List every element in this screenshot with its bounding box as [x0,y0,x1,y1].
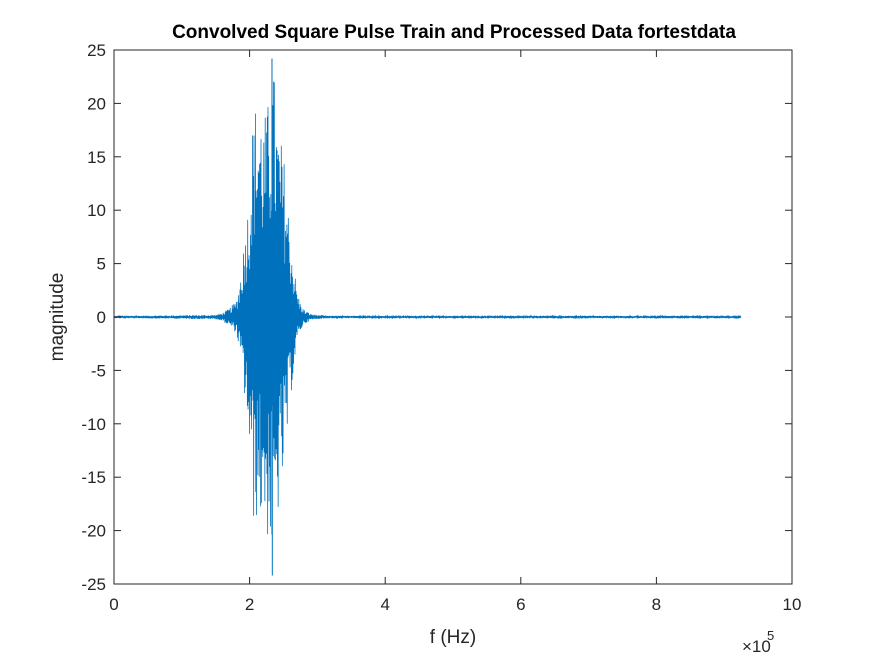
y-tick-label: -10 [81,415,106,434]
x-tick-label: 4 [380,595,389,614]
x-tick-label: 8 [652,595,661,614]
series-layer [113,58,742,576]
y-tick-label: -15 [81,468,106,487]
x-tick-label: 6 [516,595,525,614]
x-exponent-power: 5 [767,628,774,643]
y-tick-label: -20 [81,522,106,541]
axes-layer [113,49,793,585]
y-tick-label: 15 [87,148,106,167]
x-tick-label: 10 [783,595,802,614]
x-axis-label: f (Hz) [430,627,476,648]
y-tick-label: -5 [91,361,106,380]
x-tick-label: 0 [109,595,118,614]
y-tick-label: 10 [87,201,106,220]
y-tick-label: 25 [87,41,106,60]
series-line [113,81,742,535]
y-tick-label: 0 [97,308,106,327]
chart-title: Convolved Square Pulse Train and Process… [172,22,736,43]
x-exponent-base: ×10 [742,637,771,656]
y-tick-label: -25 [81,575,106,594]
x-tick-label: 2 [245,595,254,614]
x-exponent-label: ×10 5 [742,628,774,656]
y-axis-label: magnitude [47,273,68,362]
y-tick-label: 20 [87,94,106,113]
y-tick-labels: -25 -20 -15 -10 -5 0 5 10 15 20 25 [81,41,106,594]
x-tick-labels: 0 2 4 6 8 10 [109,595,801,614]
y-tick-label: 5 [97,255,106,274]
